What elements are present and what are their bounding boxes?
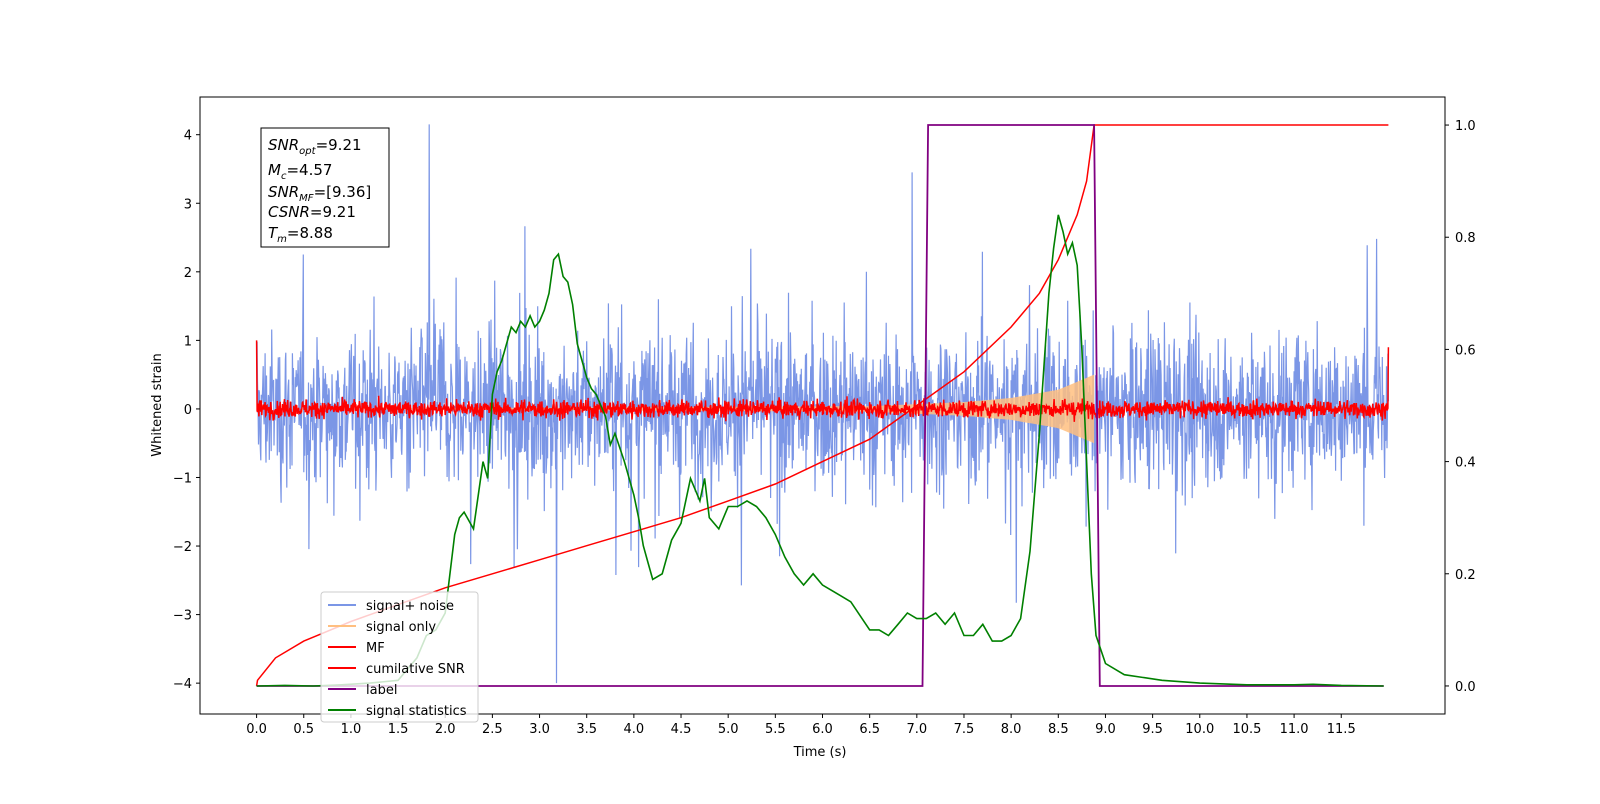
- x-tick-label: 10.5: [1232, 722, 1261, 737]
- x-tick-label: 5.5: [765, 722, 786, 737]
- y-tick-label: 3: [184, 197, 192, 212]
- x-tick-label: 10.0: [1185, 722, 1214, 737]
- y-tick-label: 0: [184, 403, 192, 418]
- axes: 0.0 0.5 1.0 1.5 2.0 2.5 3.0 3.5 4.0 4.5 5.0 5.5 6.0 6…: [173, 119, 1476, 737]
- x-tick-label: 5.0: [718, 722, 739, 737]
- y-tick-label: −2: [173, 540, 192, 555]
- legend-label: signal statistics: [366, 704, 467, 719]
- series-signal-statistics: [256, 214, 1384, 687]
- info-box: SNRopt=9.21 Mc=4.57 SNRMF=[9.36] CSNR=9.…: [260, 127, 390, 248]
- info-csnr: CSNR=9.21: [268, 203, 356, 221]
- y-right-tick-label: 0.6: [1455, 343, 1476, 358]
- x-tick-label: 8.0: [1001, 722, 1022, 737]
- x-tick-label: 9.5: [1142, 722, 1163, 737]
- x-tick-label: 4.5: [671, 722, 692, 737]
- y-axis-label: Whitened strain: [150, 353, 165, 456]
- y-right-tick-label: 0.8: [1455, 231, 1476, 246]
- y-tick-label: 1: [184, 334, 192, 349]
- x-tick-label: 2.5: [482, 722, 503, 737]
- x-tick-label: 1.0: [341, 722, 362, 737]
- legend-label: cumilative SNR: [366, 662, 465, 677]
- y-tick-label: −3: [173, 609, 192, 624]
- series-signal-noise: [256, 124, 1389, 684]
- info-snr-opt: SNRopt=9.21: [268, 136, 362, 157]
- info-mc: Mc=4.57: [268, 161, 332, 182]
- y-tick-label: −1: [173, 471, 192, 486]
- series-label: [256, 124, 1384, 687]
- y-tick-label: 2: [184, 266, 192, 281]
- x-tick-label: 6.5: [859, 722, 880, 737]
- x-tick-label: 3.0: [529, 722, 550, 737]
- x-tick-label: 8.5: [1048, 722, 1069, 737]
- x-tick-label: 6.0: [812, 722, 833, 737]
- x-tick-label: 11.5: [1327, 722, 1356, 737]
- legend-label: signal only: [366, 620, 436, 635]
- legend-label: signal+ noise: [366, 599, 454, 614]
- x-tick-label: 4.0: [624, 722, 645, 737]
- x-tick-label: 11.0: [1280, 722, 1309, 737]
- x-tick-label: 7.0: [906, 722, 927, 737]
- x-tick-label: 1.5: [388, 722, 409, 737]
- legend: signal+ noise signal only MF cumilative SNR…: [320, 591, 479, 723]
- y-right-tick-label: 1.0: [1455, 119, 1476, 134]
- x-tick-label: 0.5: [293, 722, 314, 737]
- y-right-tick-label: 0.2: [1455, 568, 1476, 583]
- y-tick-label: 4: [184, 129, 192, 144]
- legend-label: MF: [366, 641, 385, 656]
- x-axis-label: Time (s): [793, 745, 847, 760]
- y-right-tick-label: 0.0: [1455, 680, 1476, 695]
- series-mf: [255, 340, 1390, 422]
- x-tick-label: 3.5: [576, 722, 597, 737]
- y-right-tick-label: 0.4: [1455, 456, 1476, 471]
- y-tick-label: −4: [173, 677, 192, 692]
- legend-label: label: [366, 683, 397, 698]
- x-tick-label: 9.0: [1095, 722, 1116, 737]
- info-snr-mf: SNRMF=[9.36]: [268, 183, 371, 204]
- x-tick-label: 0.0: [246, 722, 267, 737]
- x-tick-label: 2.0: [435, 722, 456, 737]
- info-tm: Tm=8.88: [268, 224, 333, 245]
- x-tick-label: 7.5: [954, 722, 975, 737]
